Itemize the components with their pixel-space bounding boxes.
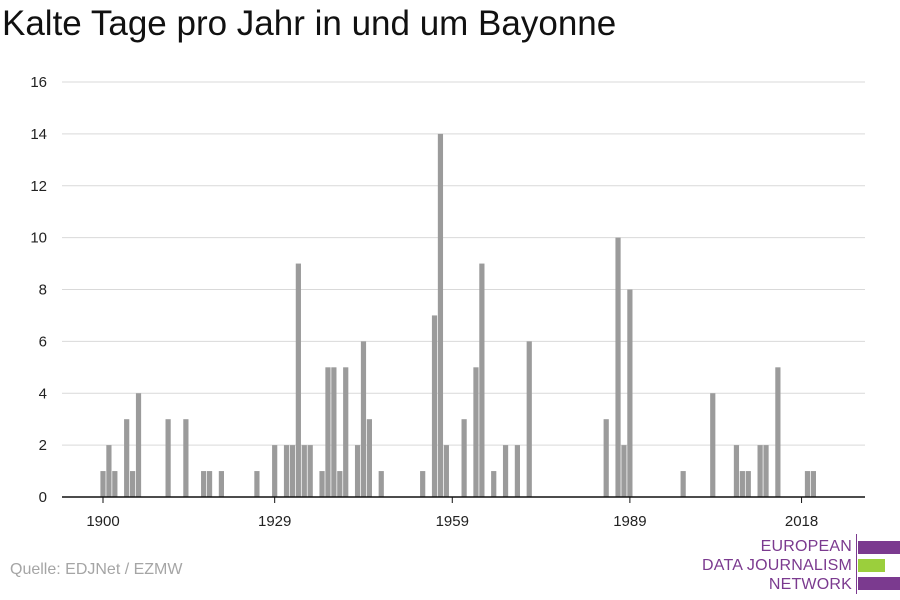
bar (360, 341, 367, 497)
x-tick-label: 1959 (436, 513, 469, 530)
bar (473, 367, 479, 497)
bar (366, 419, 372, 497)
y-tick-label: 0 (39, 489, 47, 506)
source-note: Quelle: EDJNet / EZMW (10, 561, 183, 578)
bar (319, 471, 325, 497)
y-tick-label: 8 (39, 282, 47, 299)
bar (254, 471, 260, 497)
bar (437, 133, 444, 497)
bar (733, 445, 740, 497)
logo-divider (856, 534, 857, 594)
grid-lines (62, 81, 865, 446)
bar (289, 445, 296, 497)
bar (621, 445, 627, 497)
y-tick-label: 2 (39, 437, 47, 454)
bar (491, 471, 497, 497)
bar (337, 471, 343, 497)
y-tick-label: 10 (30, 230, 47, 247)
x-tick-label: 1989 (613, 513, 646, 530)
bar (757, 445, 763, 497)
bar (165, 419, 171, 497)
bar (183, 419, 189, 497)
bar (810, 471, 816, 497)
bar (218, 471, 224, 497)
y-tick-label: 4 (39, 385, 47, 402)
x-tick-label: 1900 (86, 513, 119, 530)
y-tick-label: 14 (30, 126, 47, 143)
bar (804, 471, 811, 497)
edjnet-logo[interactable]: EUROPEAN DATA JOURNALISM NETWORK (700, 534, 900, 596)
y-tick-label: 6 (39, 333, 47, 350)
y-tick-label: 12 (30, 178, 47, 195)
x-tick-label: 2018 (785, 513, 818, 530)
bar (354, 445, 361, 497)
y-tick-label: 16 (30, 74, 47, 91)
bar (680, 471, 686, 497)
y-axis-ticks: 0 2 4 6 8 10 12 14 16 (30, 74, 47, 506)
bar (130, 471, 136, 497)
bar (420, 471, 426, 497)
x-axis-ticks: 1900 1929 1959 1989 2018 (86, 497, 818, 530)
bar (627, 289, 633, 497)
bar (710, 393, 716, 497)
bar (124, 419, 130, 497)
bar (739, 471, 745, 497)
bar (343, 367, 349, 497)
logo-bar-top (858, 541, 900, 554)
bars (100, 133, 816, 497)
bar (502, 445, 509, 497)
bar (206, 471, 213, 497)
bar (301, 445, 307, 497)
bar (461, 419, 467, 497)
logo-text-line2: DATA JOURNALISM (702, 557, 852, 574)
bar (325, 367, 331, 497)
bar (331, 367, 337, 497)
bar (479, 263, 485, 497)
bar (526, 341, 532, 497)
bar-chart: 0 2 4 6 8 10 12 14 16 1900 1929 1959 1989 2018 (30, 74, 865, 530)
bar (307, 445, 313, 497)
bar (112, 471, 118, 497)
chart-title: Kalte Tage pro Jahr in und um Bayonne (2, 4, 617, 43)
logo-text-line3: NETWORK (768, 576, 852, 593)
bar (603, 419, 609, 497)
bar (745, 471, 751, 497)
bar (100, 471, 106, 497)
bar (514, 445, 520, 497)
logo-text-line1: EUROPEAN (760, 538, 852, 555)
logo-bar-bottom (858, 577, 900, 590)
bar (135, 393, 142, 497)
bar (431, 315, 438, 497)
bar (615, 237, 621, 497)
x-tick-label: 1929 (258, 513, 291, 530)
bar (106, 445, 112, 497)
bar (763, 445, 769, 497)
bar (283, 445, 290, 497)
bar (201, 471, 207, 497)
bar (443, 445, 449, 497)
bar (272, 445, 278, 497)
bar (775, 367, 781, 497)
bar (295, 263, 301, 497)
bar (378, 471, 384, 497)
logo-bar-middle (858, 559, 885, 572)
